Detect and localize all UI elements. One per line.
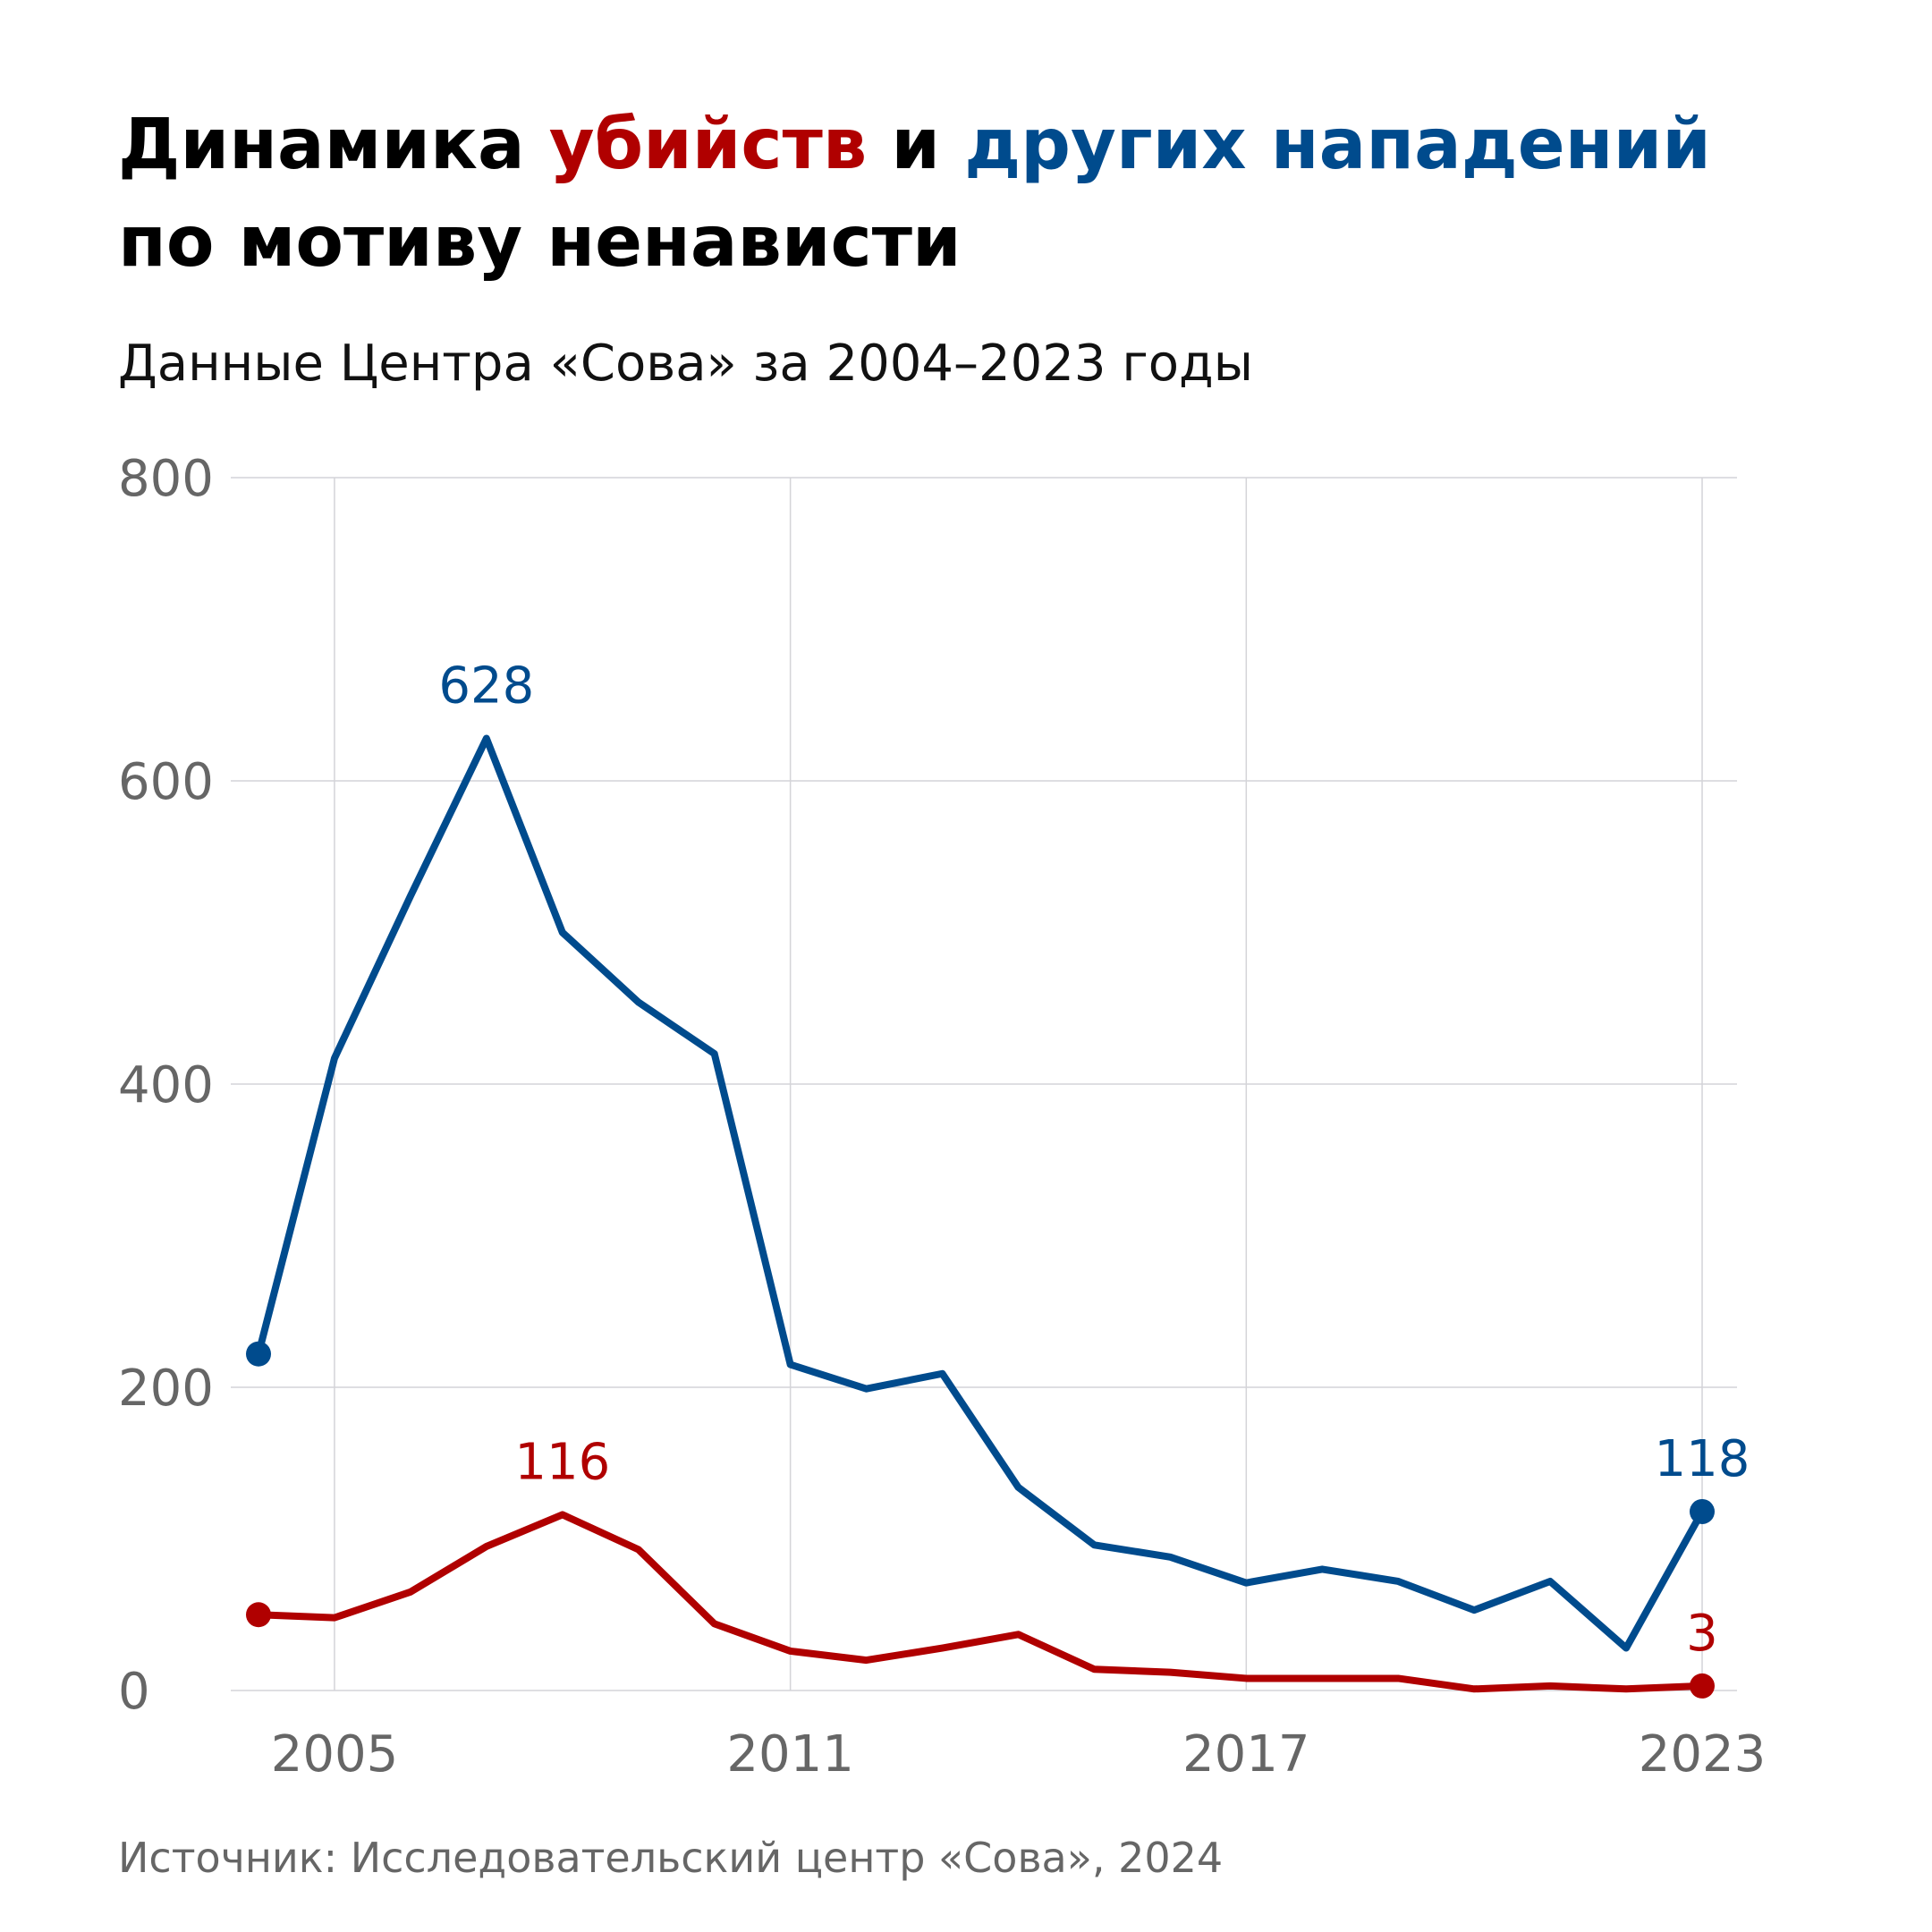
y-tick-label: 400 [118, 1056, 214, 1114]
series-lines [246, 734, 1715, 1699]
attacks-endpoint [246, 1341, 271, 1367]
source-note: Источник: Исследовательский центр «Сова»… [118, 1834, 1223, 1882]
grid: 0 200 400 600 800 2005 2011 2017 2023 [118, 450, 1766, 1784]
chart-subtitle: Данные Центра «Сова» за 2004–2023 годы [118, 335, 1253, 393]
title-attacks: других нападений [964, 105, 1711, 185]
x-tick-label: 2017 [1182, 1725, 1310, 1784]
data-label: 3 [1686, 1605, 1718, 1663]
y-tick-label: 200 [118, 1360, 214, 1418]
data-labels: 628 118 116 3 [438, 657, 1750, 1663]
chart-title-line1: Динамика убийств и других нападений [118, 105, 1711, 185]
attacks-endpoint [1690, 1498, 1715, 1524]
x-tick-label: 2005 [271, 1725, 399, 1784]
murders-endpoint [1690, 1673, 1715, 1699]
murders-line [258, 1511, 1703, 1693]
title-part: Динамика [118, 105, 549, 185]
data-label: 628 [438, 657, 534, 716]
x-tick-label: 2011 [726, 1725, 854, 1784]
x-tick-label: 2023 [1639, 1725, 1767, 1784]
y-tick-label: 600 [118, 753, 214, 811]
y-tick-label: 800 [118, 450, 214, 508]
data-label: 118 [1655, 1430, 1750, 1488]
title-part: и [867, 105, 964, 185]
attacks-line [255, 734, 1706, 1652]
data-label: 116 [514, 1433, 610, 1491]
y-tick-label: 0 [118, 1663, 150, 1721]
title-murders: убийств [549, 105, 867, 185]
chart-title-line2: по мотиву ненависти [118, 202, 962, 283]
murders-endpoint [246, 1602, 271, 1628]
